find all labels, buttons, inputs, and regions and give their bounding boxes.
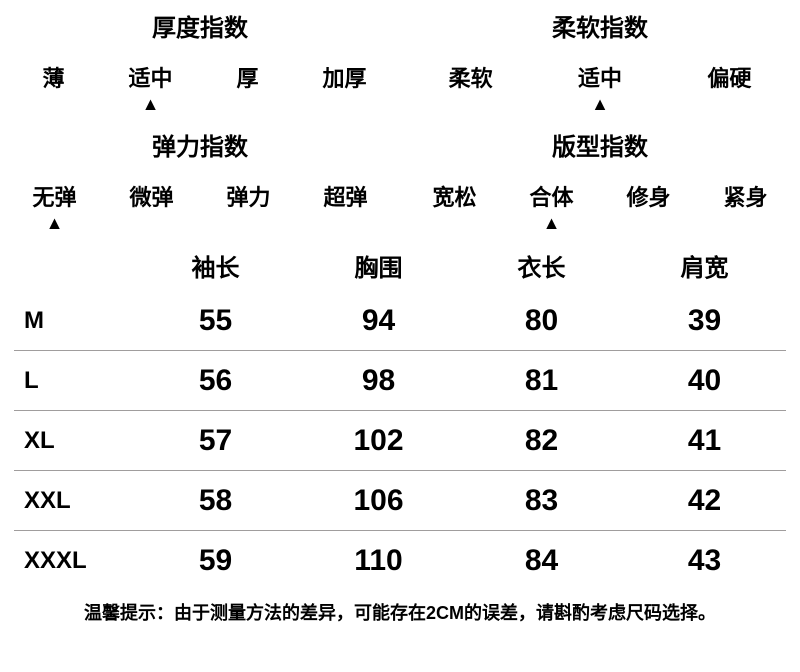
opt-label: 厚 bbox=[236, 66, 258, 91]
table-row: XL 57 102 82 41 bbox=[14, 411, 786, 471]
table-row: L 56 98 81 40 bbox=[14, 351, 786, 411]
selected-marker-icon: ▲ bbox=[529, 214, 573, 232]
cell: 83 bbox=[460, 484, 623, 518]
elasticity-options: 无弹 ▲ 微弹 弹力 超弹 bbox=[0, 180, 400, 232]
thickness-opt-1: 适中 ▲ bbox=[128, 61, 172, 113]
softness-title: 柔软指数 bbox=[400, 8, 800, 43]
size-table: 袖长 胸围 衣长 肩宽 M 55 94 80 39 L 56 98 81 40 … bbox=[0, 244, 800, 591]
thickness-indicator: 厚度指数 薄 适中 ▲ 厚 加厚 bbox=[0, 0, 400, 113]
elasticity-title: 弹力指数 bbox=[0, 127, 400, 162]
opt-label: 加厚 bbox=[322, 66, 366, 91]
size-label-xxl: XXL bbox=[14, 487, 134, 515]
cell: 59 bbox=[134, 544, 297, 578]
opt-label: 偏硬 bbox=[707, 66, 751, 91]
col-sleeve: 袖长 bbox=[134, 244, 297, 291]
elasticity-indicator: 弹力指数 无弹 ▲ 微弹 弹力 超弹 bbox=[0, 119, 400, 232]
footer-note: 温馨提示：由于测量方法的差异，可能存在2CM的误差，请斟酌考虑尺码选择。 bbox=[0, 599, 800, 625]
opt-label: 微弹 bbox=[129, 185, 173, 210]
thickness-opt-3: 加厚 bbox=[322, 61, 366, 93]
cell: 106 bbox=[297, 484, 460, 518]
softness-opt-0: 柔软 bbox=[449, 61, 493, 93]
opt-label: 适中 bbox=[578, 66, 622, 91]
thickness-opt-0: 薄 bbox=[33, 61, 73, 93]
col-shoulder: 肩宽 bbox=[623, 244, 786, 291]
softness-indicator: 柔软指数 柔软 适中 ▲ 偏硬 bbox=[400, 0, 800, 113]
elasticity-opt-0: 无弹 ▲ bbox=[32, 180, 76, 232]
opt-label: 适中 bbox=[128, 66, 172, 91]
cell: 81 bbox=[460, 364, 623, 398]
indicators-row-1: 厚度指数 薄 适中 ▲ 厚 加厚 柔软指数 柔软 适中 ▲ 偏硬 bbox=[0, 0, 800, 113]
cell: 57 bbox=[134, 424, 297, 458]
cell: 102 bbox=[297, 424, 460, 458]
cell: 40 bbox=[623, 364, 786, 398]
table-row: M 55 94 80 39 bbox=[14, 291, 786, 351]
col-chest: 胸围 bbox=[297, 244, 460, 291]
size-label-xxxl: XXXL bbox=[14, 547, 134, 575]
fit-title: 版型指数 bbox=[400, 127, 800, 162]
opt-label: 无弹 bbox=[32, 185, 76, 210]
softness-opt-2: 偏硬 bbox=[707, 61, 751, 93]
elasticity-opt-3: 超弹 bbox=[323, 180, 367, 212]
cell: 43 bbox=[623, 544, 786, 578]
opt-label: 薄 bbox=[42, 66, 64, 91]
fit-opt-2: 修身 bbox=[626, 180, 670, 212]
opt-label: 弹力 bbox=[226, 185, 270, 210]
size-label-m: M bbox=[14, 307, 134, 335]
table-row: XXXL 59 110 84 43 bbox=[14, 531, 786, 591]
fit-indicator: 版型指数 宽松 合体 ▲ 修身 紧身 bbox=[400, 119, 800, 232]
cell: 58 bbox=[134, 484, 297, 518]
thickness-options: 薄 适中 ▲ 厚 加厚 bbox=[0, 61, 400, 113]
cell: 84 bbox=[460, 544, 623, 578]
indicators-row-2: 弹力指数 无弹 ▲ 微弹 弹力 超弹 版型指数 宽松 合体 ▲ 修身 紧身 bbox=[0, 119, 800, 232]
cell: 55 bbox=[134, 304, 297, 338]
thickness-opt-2: 厚 bbox=[227, 61, 267, 93]
selected-marker-icon: ▲ bbox=[32, 214, 76, 232]
softness-opt-1: 适中 ▲ bbox=[578, 61, 622, 113]
opt-label: 修身 bbox=[626, 185, 670, 210]
opt-label: 超弹 bbox=[323, 185, 367, 210]
size-table-header: 袖长 胸围 衣长 肩宽 bbox=[14, 244, 786, 291]
elasticity-opt-1: 微弹 bbox=[129, 180, 173, 212]
cell: 94 bbox=[297, 304, 460, 338]
cell: 42 bbox=[623, 484, 786, 518]
opt-label: 合体 bbox=[529, 185, 573, 210]
cell: 110 bbox=[297, 544, 460, 578]
cell: 41 bbox=[623, 424, 786, 458]
cell: 56 bbox=[134, 364, 297, 398]
cell: 82 bbox=[460, 424, 623, 458]
size-label-l: L bbox=[14, 367, 134, 395]
size-label-xl: XL bbox=[14, 427, 134, 455]
col-length: 衣长 bbox=[460, 244, 623, 291]
fit-options: 宽松 合体 ▲ 修身 紧身 bbox=[400, 180, 800, 232]
fit-opt-3: 紧身 bbox=[723, 180, 767, 212]
cell: 98 bbox=[297, 364, 460, 398]
softness-options: 柔软 适中 ▲ 偏硬 bbox=[400, 61, 800, 113]
fit-opt-0: 宽松 bbox=[432, 180, 476, 212]
fit-opt-1: 合体 ▲ bbox=[529, 180, 573, 232]
elasticity-opt-2: 弹力 bbox=[226, 180, 270, 212]
selected-marker-icon: ▲ bbox=[128, 95, 172, 113]
opt-label: 紧身 bbox=[723, 185, 767, 210]
opt-label: 柔软 bbox=[449, 66, 493, 91]
cell: 80 bbox=[460, 304, 623, 338]
table-row: XXL 58 106 83 42 bbox=[14, 471, 786, 531]
cell: 39 bbox=[623, 304, 786, 338]
thickness-title: 厚度指数 bbox=[0, 8, 400, 43]
opt-label: 宽松 bbox=[432, 185, 476, 210]
selected-marker-icon: ▲ bbox=[578, 95, 622, 113]
